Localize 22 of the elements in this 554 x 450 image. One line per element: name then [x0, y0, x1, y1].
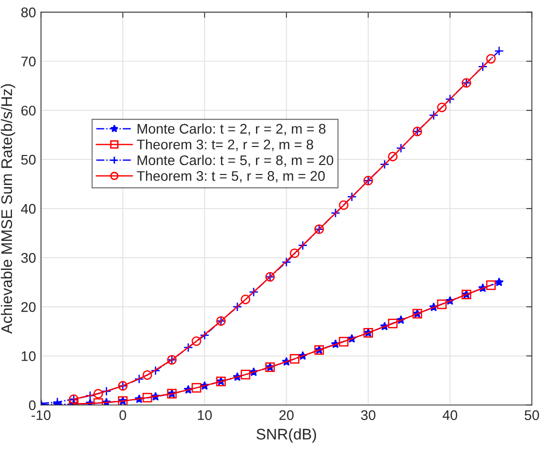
x-tick-label: 30	[361, 410, 376, 420]
y-tick-label: 70	[21, 56, 36, 66]
y-tick-label: 20	[21, 302, 36, 312]
y-axis-title: Achievable MMSE Sum Rate(b/s/Hz)	[0, 84, 16, 334]
y-tick-label: 10	[22, 351, 36, 362]
y-tick-label: 40	[21, 204, 36, 214]
x-tick-label: 50	[524, 410, 540, 420]
y-tick-label: 30	[21, 253, 36, 263]
x-tick-label: 40	[442, 410, 458, 420]
legend-label: Theorem 3: t = 5, r = 8, m = 20	[136, 170, 325, 183]
legend-label: Theorem 3: t= 2, r = 2, m = 8	[136, 139, 314, 152]
x-axis-title: SNR(dB)	[256, 428, 316, 443]
legend-label: Monte Carlo: t = 5, r = 8, m = 20	[138, 154, 334, 167]
legend-label: Monte Carlo: t = 2, r = 2, m = 8	[138, 124, 326, 136]
y-tick-label: 60	[21, 106, 36, 116]
y-tick-label: 0	[28, 400, 36, 410]
x-tick-label: 0	[119, 410, 126, 420]
y-tick-label: 80	[21, 7, 36, 18]
x-tick-label: -10	[32, 410, 50, 420]
y-tick-label: 50	[21, 154, 36, 165]
x-tick-label: 20	[279, 410, 294, 420]
x-tick-label: 10	[198, 410, 212, 420]
